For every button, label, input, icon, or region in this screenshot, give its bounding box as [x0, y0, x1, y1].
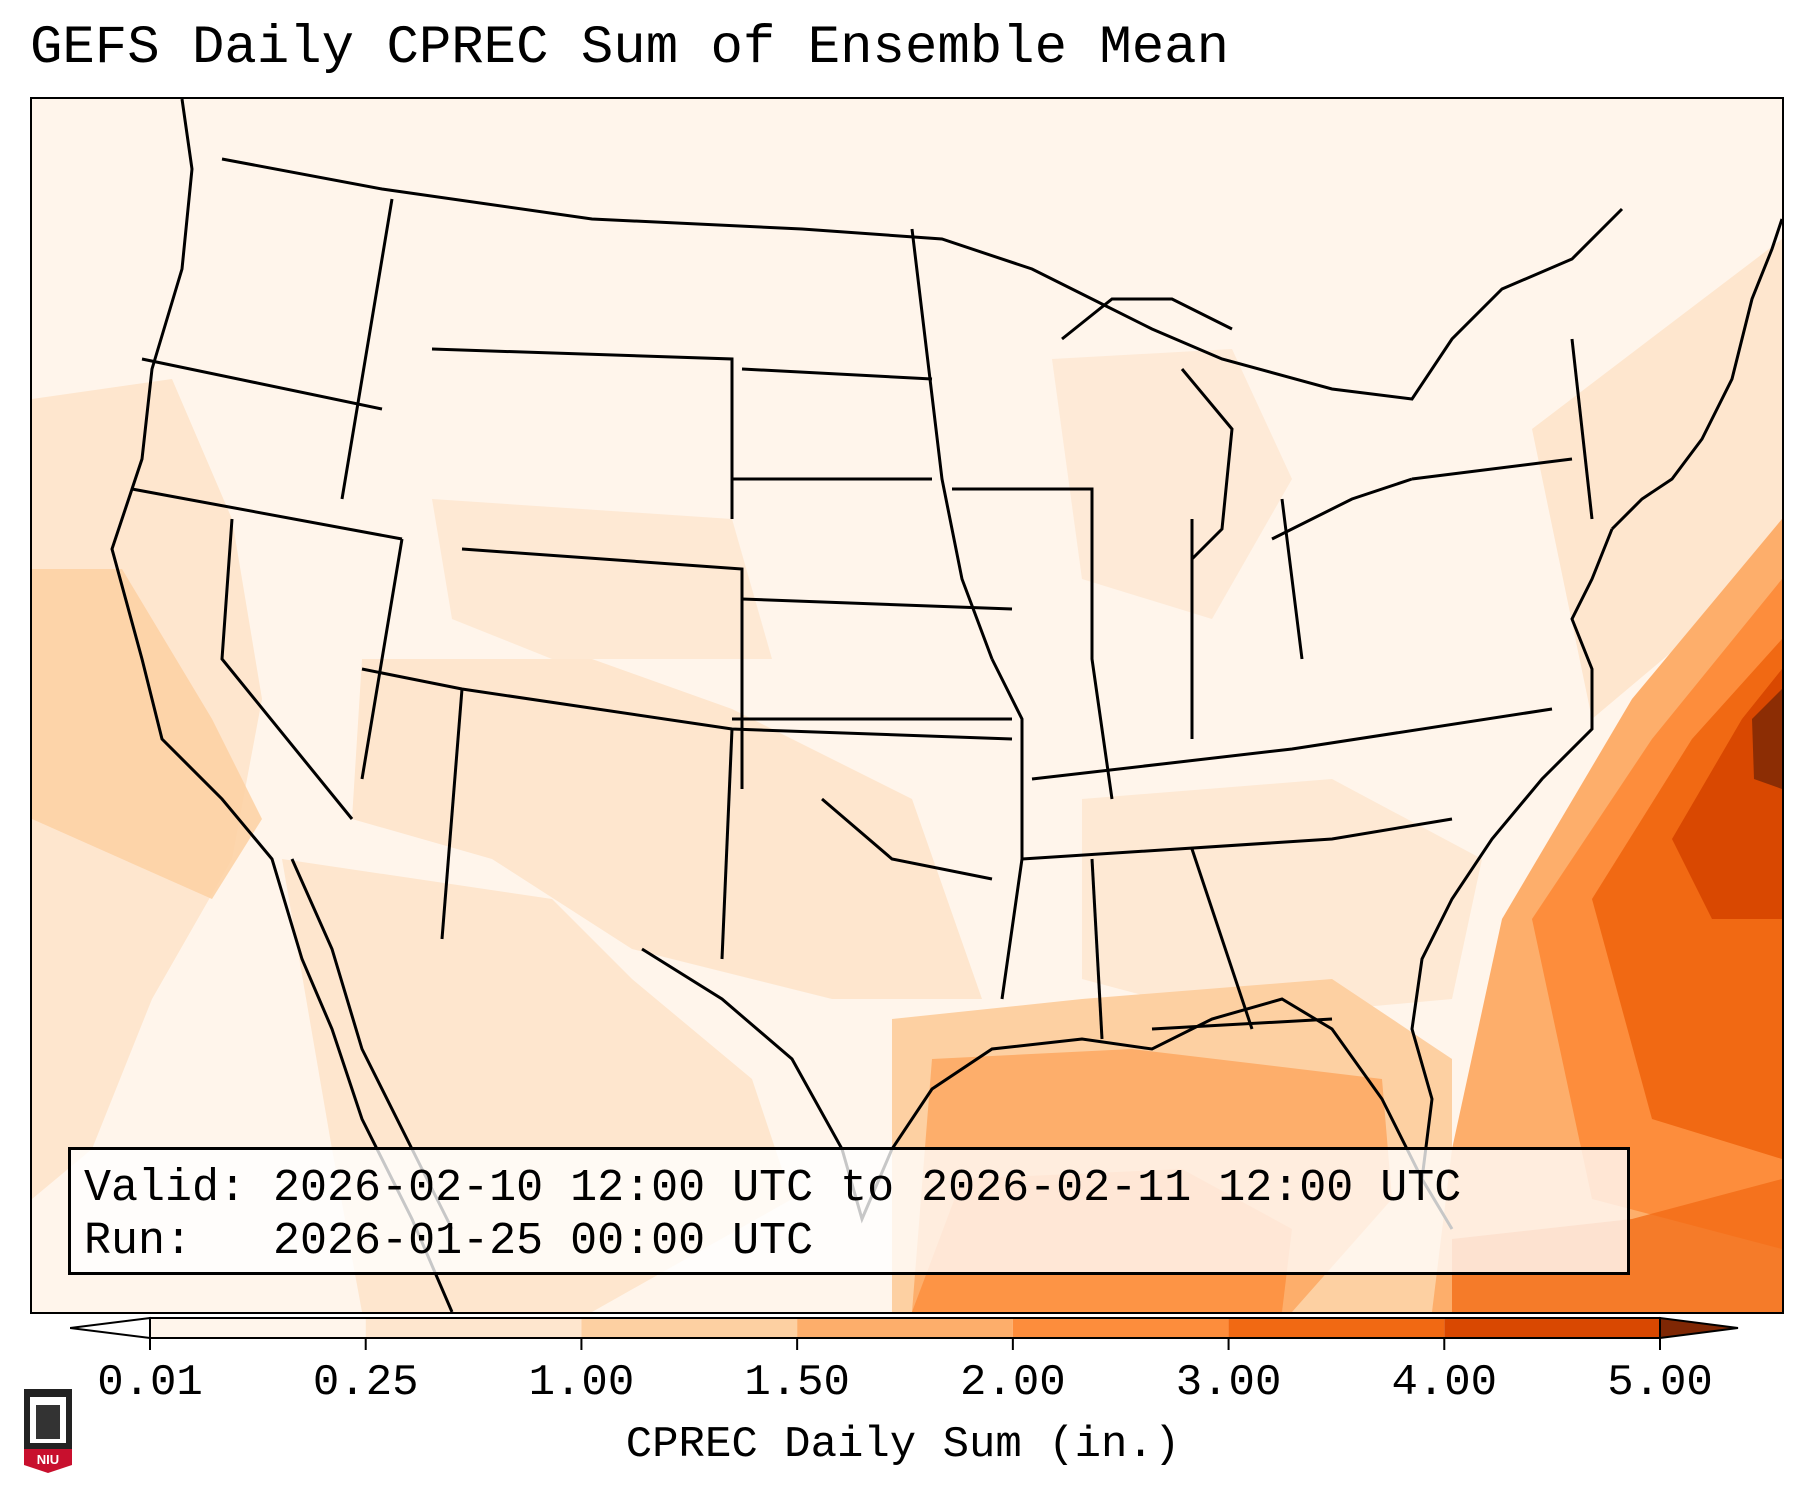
colorbar-tick-label: 3.00 [1176, 1358, 1282, 1408]
colorbar-segment [1013, 1318, 1229, 1338]
valid-line: Valid: 2026-02-10 12:00 UTC to 2026-02-1… [84, 1162, 1627, 1215]
colorbar-tick-label: 1.00 [529, 1358, 635, 1408]
colorbar-segment [366, 1318, 582, 1338]
colorbar-tick-label: 0.25 [313, 1358, 419, 1408]
colorbar-tick-label: 1.50 [744, 1358, 850, 1408]
colorbar-segment [1444, 1318, 1660, 1338]
run-label: Run: [84, 1216, 246, 1267]
colorbar-extend-high [1660, 1318, 1738, 1338]
colorbar-segment [1229, 1318, 1445, 1338]
valid-label: Valid: [84, 1163, 246, 1214]
colorbar-segment [797, 1318, 1013, 1338]
colorbar [70, 1312, 1740, 1362]
colorbar-segment [150, 1318, 366, 1338]
colorbar-tick-label: 0.01 [97, 1358, 203, 1408]
map-title: GEFS Daily CPREC Sum of Ensemble Mean [30, 18, 1229, 79]
colorbar-extend-low [70, 1318, 150, 1338]
colorbar-tick-label: 2.00 [960, 1358, 1066, 1408]
logo-text: NIU [37, 1452, 59, 1467]
colorbar-segment [581, 1318, 797, 1338]
precipitation-map [30, 97, 1784, 1314]
colorbar-tick-label: 4.00 [1391, 1358, 1497, 1408]
niu-logo: NIU [20, 1383, 76, 1475]
validity-info-box: Valid: 2026-02-10 12:00 UTC to 2026-02-1… [68, 1147, 1630, 1275]
run-value: 2026-01-25 00:00 UTC [273, 1216, 813, 1267]
colorbar-tick-label: 5.00 [1607, 1358, 1713, 1408]
run-line: Run: 2026-01-25 00:00 UTC [84, 1215, 1627, 1268]
map-canvas [32, 99, 1782, 1312]
colorbar-title: CPREC Daily Sum (in.) [626, 1420, 1181, 1470]
valid-value: 2026-02-10 12:00 UTC to 2026-02-11 12:00… [273, 1163, 1461, 1214]
